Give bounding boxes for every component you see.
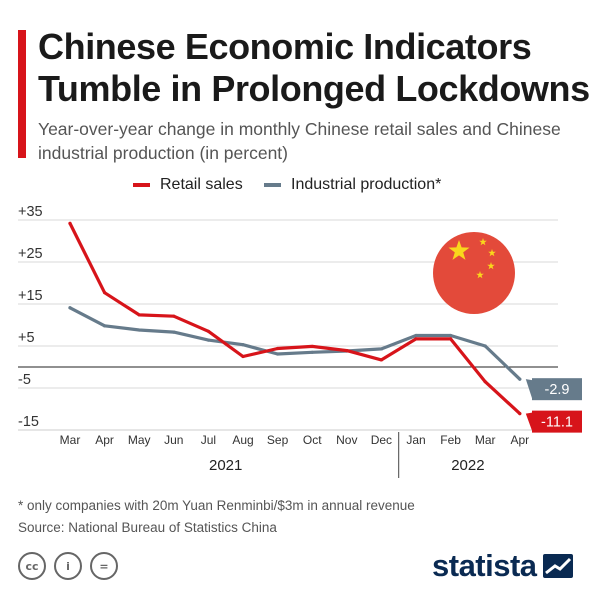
x-tick-label: Sep [267,433,289,447]
data-point-industrial-production [103,324,107,328]
y-tick-label: -5 [18,372,31,388]
x-tick-label: Oct [303,433,322,447]
x-tick-label: Apr [95,433,114,447]
data-point-retail-sales [172,314,176,318]
y-tick-label: -15 [18,414,39,430]
data-point-industrial-production [172,330,176,334]
flag-star-large [448,240,470,260]
flag-star-small [487,262,495,270]
data-point-industrial-production [241,343,245,347]
year-label: 2021 [209,457,242,474]
data-point-industrial-production [310,350,314,354]
series-line-retail-sales [68,221,522,416]
x-tick-label: May [128,433,151,447]
flag-star-small [476,271,484,279]
end-label-industrial: -2.9 [525,378,582,401]
footnote-text: * only companies with 20m Yuan Renminbi/… [18,498,415,513]
x-tick-label: Mar [475,433,496,447]
flag-star-small [479,238,487,246]
end-label-industrial-pointer [525,379,532,399]
end-label-retail-text: -11.1 [541,415,573,431]
data-point-retail-sales [137,313,141,317]
legend-item-retail: Retail sales [133,176,243,194]
footnotes: * only companies with 20m Yuan Renminbi/… [18,495,415,539]
data-point-industrial-production [68,306,72,310]
data-point-industrial-production [137,328,141,332]
y-tick-label: +35 [18,204,43,220]
end-label-industrial-box [532,378,582,401]
end-label-retail-pointer [525,412,532,431]
x-tick-label: Dec [371,433,392,447]
flag-star-small [488,249,496,257]
data-point-retail-sales [68,221,72,225]
legend-swatch-industrial [264,183,281,187]
source-text: Source: National Bureau of Statistics Ch… [18,520,277,535]
data-point-retail-sales [103,291,107,295]
x-tick-label: Feb [440,433,461,447]
series-line-industrial-production [68,306,522,381]
y-tick-label: +5 [18,330,35,346]
end-label-industrial-text: -2.9 [545,382,570,398]
x-tick-label: Jun [164,433,183,447]
data-point-industrial-production [483,344,487,348]
data-point-retail-sales [310,344,314,349]
x-tick-label: Apr [510,433,529,447]
license-icons: cc i = [18,552,118,580]
x-tick-label: Mar [60,433,81,447]
data-point-retail-sales [241,354,245,359]
data-point-retail-sales [345,349,349,353]
x-tick-label: Jan [406,433,425,447]
line-chart: +35 +25 +15 +5 -5 -15 -2.9 -11.1 Mar Apr May Jun Jul… [18,204,582,478]
legend-swatch-retail [133,183,150,187]
year-label: 2022 [451,457,484,474]
statista-logo-icon [542,554,573,578]
title-accent-bar [18,30,26,158]
data-point-retail-sales [449,337,453,341]
legend: Retail sales Industrial production* [0,176,600,198]
data-point-industrial-production [414,333,418,338]
x-tick-label: Aug [232,433,253,447]
legend-label-retail: Retail sales [160,176,243,193]
data-point-retail-sales [414,337,418,341]
x-tick-label: Nov [336,433,357,447]
legend-item-industrial: Industrial production* [264,176,441,194]
data-point-industrial-production [206,338,210,342]
end-label-retail: -11.1 [525,410,582,433]
flag-circle [433,232,515,314]
data-point-industrial-production [379,347,383,351]
x-tick-label: Jul [201,433,216,447]
by-icon[interactable]: i [54,552,82,580]
data-point-retail-sales [483,380,487,384]
legend-label-industrial: Industrial production* [291,176,442,193]
brand-name: statista [432,548,537,583]
data-point-retail-sales [276,346,280,351]
data-point-industrial-production [449,333,453,338]
data-point-industrial-production [518,377,522,381]
data-point-retail-sales [379,358,383,362]
data-point-retail-sales [518,412,522,416]
y-tick-label: +25 [18,246,43,262]
chart-title: Chinese Economic Indicators Tumble in Pr… [38,26,590,109]
cc-icon[interactable]: cc [18,552,46,580]
data-point-retail-sales [206,329,210,333]
end-label-retail-box [532,410,582,433]
y-tick-label: +15 [18,288,43,304]
nd-icon[interactable]: = [90,552,118,580]
china-flag-icon [433,232,515,314]
chart-subtitle: Year-over-year change in monthly Chinese… [38,119,561,163]
data-point-industrial-production [276,352,280,356]
statista-logo[interactable]: statista [432,548,573,584]
